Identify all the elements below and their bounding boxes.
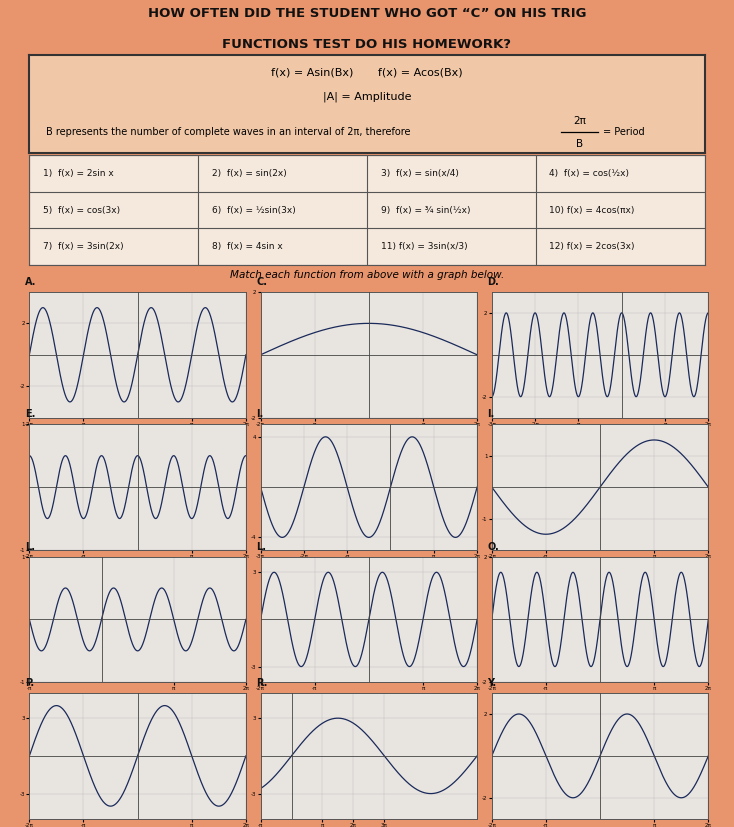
Text: 12) f(x) = 2cos(3x): 12) f(x) = 2cos(3x) <box>549 242 635 251</box>
Text: C.: C. <box>256 277 267 287</box>
Text: I.: I. <box>487 409 495 419</box>
Text: D.: D. <box>487 277 499 287</box>
Text: I.: I. <box>256 409 264 419</box>
Text: 2)  f(x) = sin(2x): 2) f(x) = sin(2x) <box>211 170 286 178</box>
Text: 7)  f(x) = 3sin(2x): 7) f(x) = 3sin(2x) <box>43 242 123 251</box>
Text: L.: L. <box>256 542 266 552</box>
Text: |A| = Amplitude: |A| = Amplitude <box>323 91 411 102</box>
Text: HOW OFTEN DID THE STUDENT WHO GOT “C” ON HIS TRIG: HOW OFTEN DID THE STUDENT WHO GOT “C” ON… <box>148 7 586 20</box>
Text: B represents the number of complete waves in an interval of 2π, therefore: B represents the number of complete wave… <box>46 127 411 136</box>
Text: 4)  f(x) = cos(½x): 4) f(x) = cos(½x) <box>549 170 629 178</box>
Text: R.: R. <box>256 678 268 688</box>
Text: FUNCTIONS TEST DO HIS HOMEWORK?: FUNCTIONS TEST DO HIS HOMEWORK? <box>222 37 512 50</box>
Text: 6)  f(x) = ½sin(3x): 6) f(x) = ½sin(3x) <box>211 206 296 214</box>
Text: = Period: = Period <box>603 127 645 137</box>
Text: 10) f(x) = 4cos(πx): 10) f(x) = 4cos(πx) <box>549 206 635 214</box>
Text: B: B <box>576 139 584 149</box>
Text: 5)  f(x) = cos(3x): 5) f(x) = cos(3x) <box>43 206 120 214</box>
Text: Y.: Y. <box>487 678 497 688</box>
Text: 3)  f(x) = sin(x/4): 3) f(x) = sin(x/4) <box>380 170 458 178</box>
Text: 11) f(x) = 3sin(x/3): 11) f(x) = 3sin(x/3) <box>380 242 467 251</box>
Text: 9)  f(x) = ¾ sin(½x): 9) f(x) = ¾ sin(½x) <box>380 206 470 214</box>
Text: 2π: 2π <box>573 116 586 126</box>
Text: P.: P. <box>25 678 34 688</box>
Text: O.: O. <box>487 542 499 552</box>
Text: 8)  f(x) = 4sin x: 8) f(x) = 4sin x <box>211 242 283 251</box>
Text: f(x) = Asin(Bx)       f(x) = Acos(Bx): f(x) = Asin(Bx) f(x) = Acos(Bx) <box>271 68 463 78</box>
Text: E.: E. <box>25 409 35 419</box>
Text: Match each function from above with a graph below.: Match each function from above with a gr… <box>230 270 504 280</box>
Text: 1)  f(x) = 2sin x: 1) f(x) = 2sin x <box>43 170 114 178</box>
Text: L.: L. <box>25 542 35 552</box>
Text: A.: A. <box>25 277 37 287</box>
